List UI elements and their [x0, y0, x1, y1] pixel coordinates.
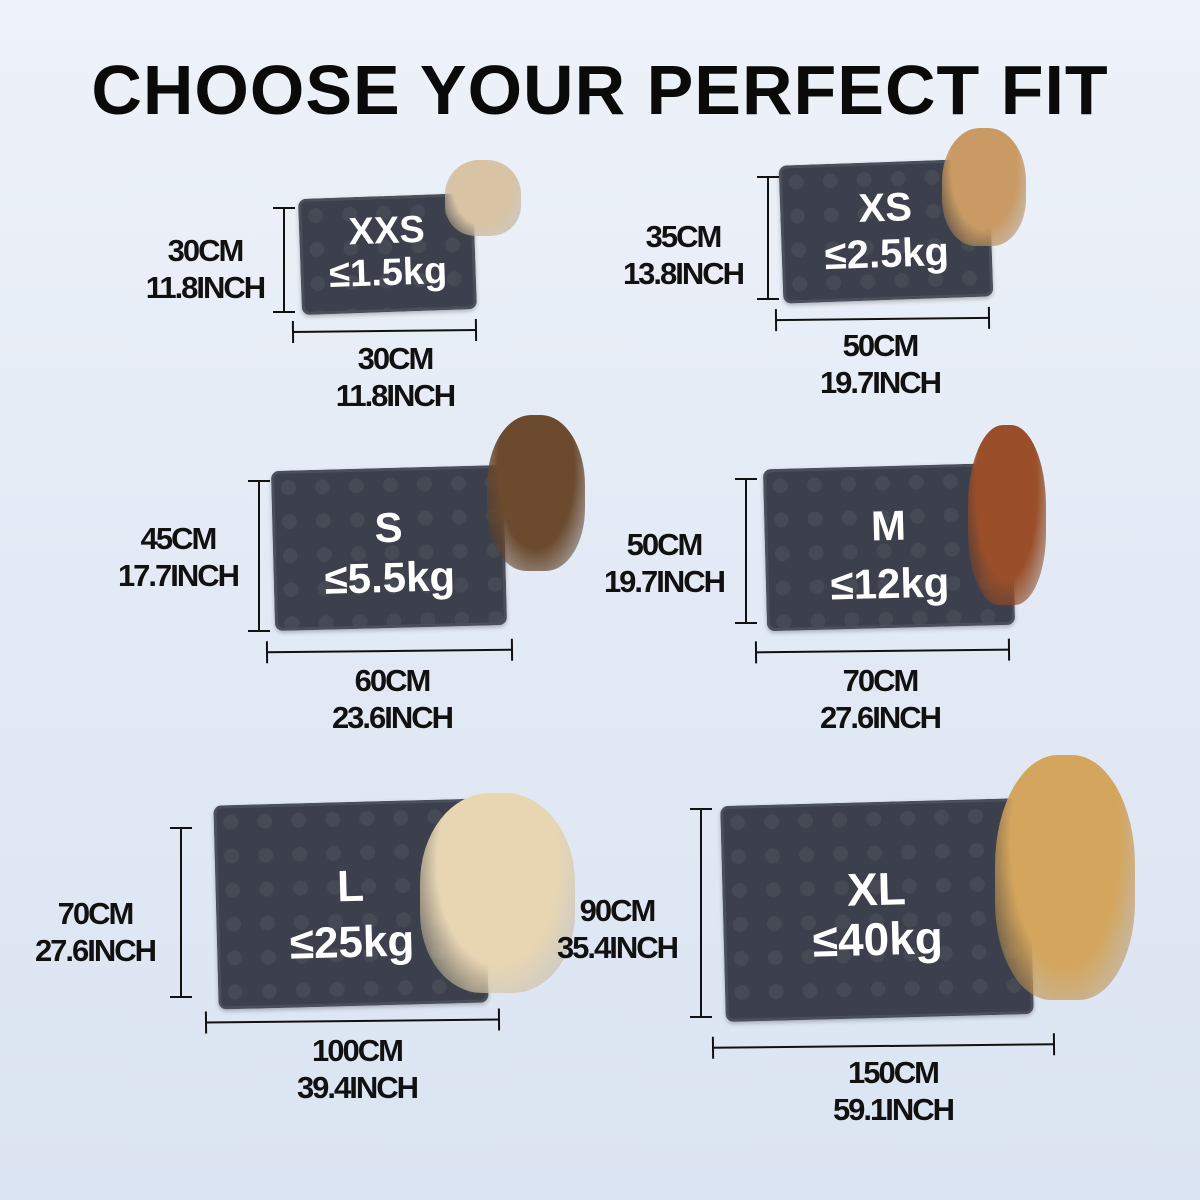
width-inch: 19.7INCH [819, 365, 942, 400]
width-cm: 100CM [312, 1033, 404, 1068]
height-label: 35CM 13.8INCH [622, 218, 745, 292]
pet-poodle-image [968, 425, 1046, 605]
pet-labrador-image [420, 793, 575, 993]
height-dimension-bracket [273, 207, 295, 313]
width-cm: 30CM [357, 341, 435, 376]
height-dimension-bracket [690, 808, 712, 1018]
width-dimension-bracket [204, 1018, 501, 1024]
width-inch: 59.1INCH [832, 1092, 955, 1127]
height-inch: 27.6INCH [34, 933, 157, 968]
height-label: 90CM 35.4INCH [556, 892, 679, 966]
weight-limit: ≤1.5kg [328, 249, 448, 297]
height-inch: 17.7INCH [117, 558, 240, 593]
height-inch: 11.8INCH [145, 270, 266, 305]
pad-mat: XL ≤40kg [720, 798, 1034, 1022]
weight-limit: ≤40kg [812, 911, 944, 967]
width-cm: 50CM [842, 328, 920, 363]
height-label: 70CM 27.6INCH [34, 895, 157, 969]
height-inch: 35.4INCH [556, 930, 679, 965]
width-label: 100CM 39.4INCH [296, 1032, 419, 1106]
height-label: 50CM 19.7INCH [603, 526, 726, 600]
width-dimension-bracket [774, 316, 991, 322]
height-cm: 50CM [626, 527, 704, 562]
height-dimension-bracket [248, 480, 270, 632]
height-cm: 45CM [140, 521, 218, 556]
width-label: 50CM 19.7INCH [819, 327, 942, 401]
height-cm: 30CM [167, 233, 245, 268]
height-cm: 90CM [579, 893, 657, 928]
pet-yorkshire-terrier-image [487, 415, 585, 571]
width-label: 70CM 27.6INCH [819, 662, 942, 736]
height-label: 45CM 17.7INCH [117, 520, 240, 594]
height-dimension-bracket [170, 827, 192, 998]
height-cm: 70CM [57, 896, 135, 931]
width-cm: 150CM [848, 1055, 940, 1090]
width-label: 30CM 11.8INCH [335, 340, 456, 414]
width-inch: 11.8INCH [335, 378, 456, 413]
pet-golden-retriever-image [995, 755, 1135, 1000]
weight-limit: ≤5.5kg [323, 552, 456, 603]
width-dimension-bracket [711, 1043, 1056, 1049]
pad-mat: S ≤5.5kg [270, 464, 508, 632]
height-inch: 13.8INCH [622, 256, 745, 291]
size-label: S [373, 503, 404, 552]
width-dimension-bracket [291, 329, 478, 333]
width-cm: 70CM [842, 663, 920, 698]
page-title: CHOOSE YOUR PERFECT FIT [91, 51, 1109, 129]
width-label: 60CM 23.6INCH [331, 662, 454, 736]
width-dimension-bracket [265, 648, 514, 654]
pet-kitten-image [942, 128, 1026, 246]
width-inch: 23.6INCH [331, 700, 454, 735]
height-dimension-bracket [735, 478, 757, 624]
width-cm: 60CM [354, 663, 432, 698]
width-inch: 27.6INCH [819, 700, 942, 735]
height-dimension-bracket [757, 176, 779, 300]
width-dimension-bracket [754, 648, 1011, 654]
pet-hamster-image [445, 160, 521, 236]
width-inch: 39.4INCH [296, 1070, 419, 1105]
height-label: 30CM 11.8INCH [145, 232, 266, 306]
height-inch: 19.7INCH [603, 564, 726, 599]
width-label: 150CM 59.1INCH [832, 1054, 955, 1128]
height-cm: 35CM [645, 219, 723, 254]
